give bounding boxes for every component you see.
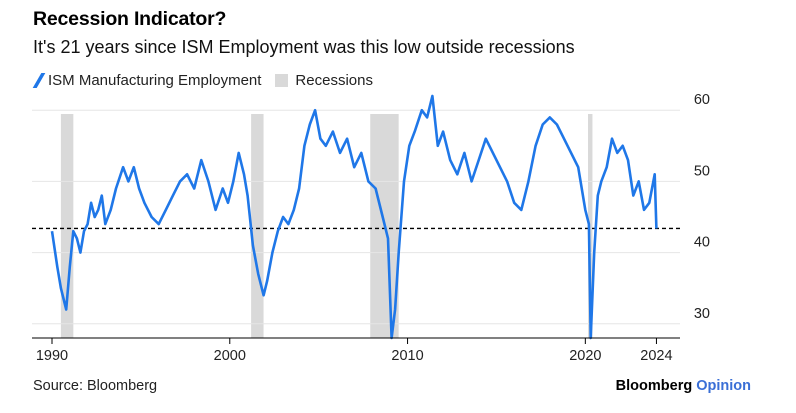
legend-series-label: ISM Manufacturing Employment (48, 72, 262, 89)
x-tick-label-0: 1990 (36, 348, 68, 364)
y-tick-label-3: 60 (694, 92, 710, 108)
brand-suffix: Opinion (696, 378, 751, 394)
y-tick-label-2: 50 (694, 163, 710, 179)
brand-name: Bloomberg (615, 378, 693, 394)
x-tick-label-1: 2000 (214, 348, 246, 364)
x-axis: 1990 2000 2010 2020 2024 (32, 337, 680, 364)
chart-subtitle: It's 21 years since ISM Employment was t… (33, 37, 575, 57)
source-note: Source: Bloomberg (33, 378, 158, 394)
y-tick-label-0: 30 (694, 306, 710, 322)
brand-logo: Bloomberg Opinion (616, 378, 751, 394)
y-axis: 30 40 50 60 (694, 92, 710, 322)
x-tick-label-4: 2024 (640, 348, 672, 364)
grid-lines (32, 109, 680, 325)
y-tick-label-1: 40 (694, 235, 710, 251)
legend: ISM Manufacturing Employment Recessions (32, 72, 373, 89)
chart-title: Recession Indicator? (33, 8, 227, 30)
x-tick-label-2: 2010 (391, 348, 423, 364)
series-line (50, 94, 658, 340)
recession-swatch-icon (275, 74, 289, 87)
recession-band-1 (251, 114, 264, 338)
recession-bands (60, 114, 593, 338)
series-group (50, 94, 658, 340)
legend-recession-label: Recessions (295, 72, 373, 89)
recession-band-0 (60, 114, 74, 338)
x-tick-label-3: 2020 (569, 348, 601, 364)
